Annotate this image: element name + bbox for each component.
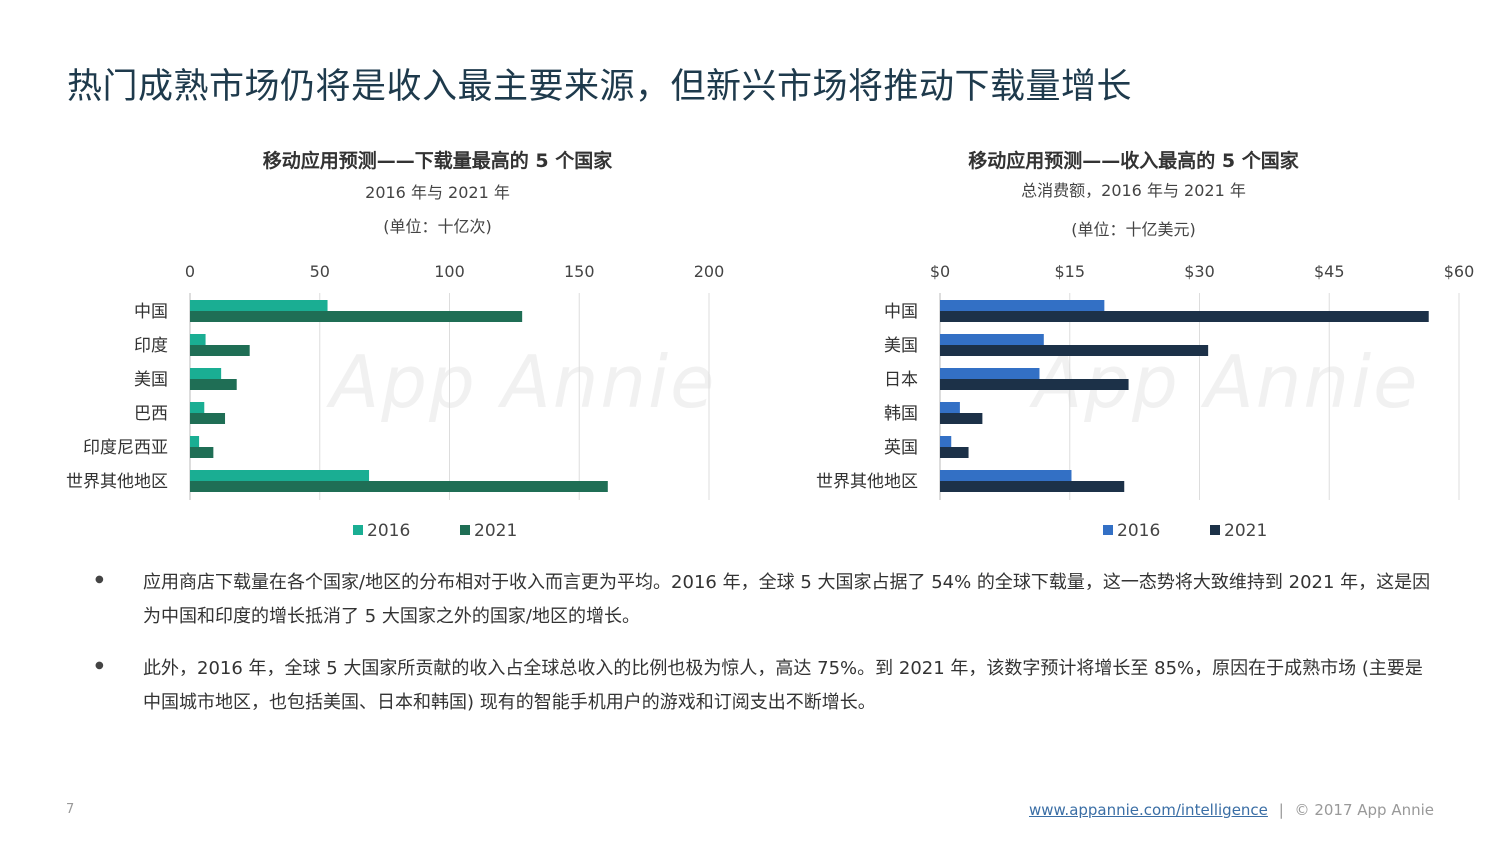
revenue-bar-2016 (940, 470, 1072, 481)
downloads-tick-label: 100 (434, 262, 465, 281)
downloads-category-label: 印度尼西亚 (83, 438, 168, 458)
revenue-bar-2016 (940, 436, 952, 447)
page-number: 7 (66, 802, 75, 817)
revenue-category-label: 英国 (884, 438, 918, 458)
revenue-bar-2021 (940, 413, 983, 424)
revenue-tick-label: $45 (1314, 262, 1345, 281)
downloads-bar-2016 (190, 334, 206, 345)
chart1-subtitle: 2016 年与 2021 年 (365, 183, 510, 202)
chart1-unit: (单位：十亿次) (383, 217, 492, 236)
page-title: 热门成熟市场仍将是收入最主要来源，但新兴市场将推动下载量增长 (67, 67, 1133, 107)
chart2-unit: (单位：十亿美元) (1071, 220, 1196, 239)
revenue-category-label: 中国 (884, 302, 918, 322)
downloads-bar-2021 (190, 379, 237, 390)
revenue-bar-2016 (940, 368, 1040, 379)
revenue-tick-label: $30 (1184, 262, 1215, 281)
downloads-bar-2021 (190, 413, 226, 424)
downloads-legend-swatch (460, 525, 470, 535)
bullet-text-1: 应用商店下载量在各个国家/地区的分布相对于收入而言更为平均。2016 年，全球 … (143, 572, 1431, 627)
revenue-category-label: 日本 (884, 370, 918, 390)
revenue-category-label: 韩国 (884, 404, 918, 424)
revenue-category-label: 美国 (884, 336, 918, 356)
downloads-bar-2016 (190, 368, 222, 379)
downloads-legend-label: 2021 (474, 521, 517, 541)
revenue-bar-2021 (940, 481, 1125, 492)
downloads-bar-2021 (190, 447, 214, 458)
revenue-legend-label: 2021 (1224, 521, 1267, 541)
downloads-bar-2021 (190, 345, 250, 356)
downloads-bar-2016 (190, 402, 205, 413)
downloads-bar-2021 (190, 481, 608, 492)
chart2-subtitle: 总消费额，2016 年与 2021 年 (1021, 181, 1246, 200)
revenue-legend-label: 2016 (1117, 521, 1160, 541)
chart2-title: 移动应用预测——收入最高的 5 个国家 (968, 150, 1299, 172)
footer: www.appannie.com/intelligence | © 2017 A… (1029, 801, 1434, 819)
downloads-bar-2016 (190, 300, 328, 311)
downloads-category-label: 巴西 (134, 404, 168, 424)
footer-separator: | (1278, 801, 1284, 819)
revenue-bar-2016 (940, 402, 960, 413)
downloads-category-label: 印度 (134, 336, 168, 356)
footer-copyright: © 2017 App Annie (1294, 801, 1434, 819)
revenue-tick-label: $15 (1054, 262, 1085, 281)
revenue-category-label: 世界其他地区 (816, 472, 918, 492)
downloads-category-label: 美国 (134, 370, 168, 390)
downloads-category-label: 世界其他地区 (66, 472, 168, 492)
revenue-bar-2021 (940, 311, 1429, 322)
revenue-bar-2021 (940, 379, 1129, 390)
revenue-legend-swatch (1210, 525, 1220, 535)
footer-link[interactable]: www.appannie.com/intelligence (1029, 801, 1268, 819)
downloads-legend-label: 2016 (367, 521, 410, 541)
chart1-title: 移动应用预测——下载量最高的 5 个国家 (262, 150, 613, 172)
revenue-tick-label: $0 (930, 262, 950, 281)
downloads-tick-label: 200 (694, 262, 725, 281)
revenue-tick-label: $60 (1444, 262, 1475, 281)
downloads-category-label: 中国 (134, 302, 168, 322)
revenue-bar-2016 (940, 300, 1105, 311)
watermark-logo-left: App Annie (330, 340, 717, 424)
downloads-bar-2016 (190, 470, 370, 481)
bullet-text-2: 此外，2016 年，全球 5 大国家所贡献的收入占全球总收入的比例也极为惊人，高… (143, 658, 1423, 713)
downloads-bar-2021 (190, 311, 523, 322)
revenue-bar-2021 (940, 345, 1209, 356)
downloads-tick-label: 50 (310, 262, 330, 281)
revenue-legend-swatch (1103, 525, 1113, 535)
downloads-bar-2016 (190, 436, 200, 447)
downloads-legend-swatch (353, 525, 363, 535)
downloads-tick-label: 0 (185, 262, 195, 281)
bullet-dot: ● (95, 574, 104, 585)
revenue-bar-2016 (940, 334, 1044, 345)
downloads-tick-label: 150 (564, 262, 595, 281)
bullet-dot: ● (95, 660, 104, 671)
revenue-bar-2021 (940, 447, 969, 458)
